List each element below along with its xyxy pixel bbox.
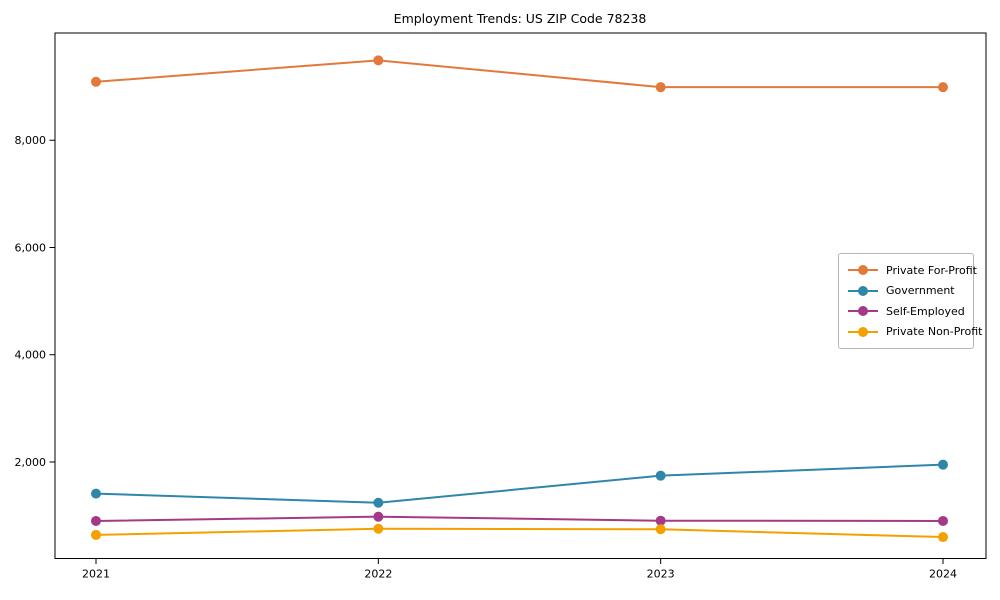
legend-label: Government [886,284,955,298]
data-point [655,515,666,526]
legend-marker-self-employed [848,306,878,317]
legend-item: Private For-Profit [848,260,977,281]
legend-marker-private-non-profit [848,326,878,337]
x-tick-label: 2021 [82,568,110,581]
series-line-private-non-profit [95,527,944,539]
data-point [938,82,948,93]
y-tick-label: 4,000 [15,349,47,362]
data-point [91,529,101,540]
series-line-private-for-profit [95,59,943,89]
plot-area: 2,000 4,000 6,000 8,000 2021 2022 2023 2024 [15,32,987,581]
data-point [91,515,101,526]
x-tick-label: 2024 [929,568,957,581]
legend-item: Private Non-Profit [848,322,982,343]
data-point [91,76,101,87]
series-line-government [95,463,944,504]
x-tick-label: 2023 [647,568,675,581]
data-point [373,523,384,534]
data-point [938,459,948,470]
y-tick-label: 2,000 [15,456,47,469]
y-tick-label: 6,000 [15,241,47,254]
data-point [655,470,666,481]
legend-label: Private Non-Profit [886,325,983,339]
series-line-self-employed [95,515,944,522]
legend-item: Government [848,281,965,302]
chart-legend: Private For-Profit Government Self-Emplo… [838,253,982,349]
data-point [938,515,948,526]
legend-label: Self-Employed [886,304,965,318]
data-point [91,488,101,499]
chart-title: Employment Trends: US ZIP Code 78238 [394,11,647,26]
data-point [655,524,666,535]
legend-marker-government [848,285,878,296]
data-point [373,497,384,508]
data-point [373,511,384,522]
y-tick-label: 8,000 [15,134,47,147]
data-point [655,82,666,93]
data-point [938,532,948,543]
data-point [373,55,384,66]
x-tick-label: 2022 [364,568,392,581]
legend-label: Private For-Profit [886,263,977,277]
legend-item: Self-Employed [848,301,965,322]
plot-border [54,32,987,559]
legend-marker-private-for-profit [848,265,878,276]
